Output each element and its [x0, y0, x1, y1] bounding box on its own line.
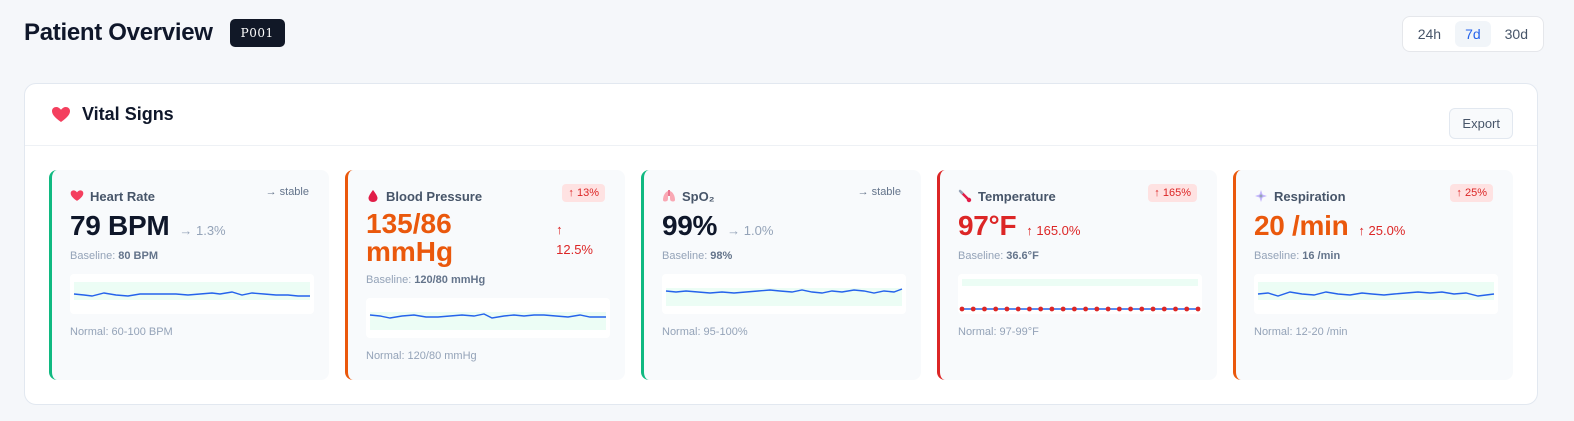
normal-range-text: Normal: 60-100 BPM — [70, 326, 173, 338]
page-title: Patient Overview — [24, 19, 213, 46]
trend-badge: → stable — [857, 186, 901, 198]
trend-badge: ↑ 13% — [562, 184, 605, 202]
sparkline-point — [1116, 306, 1122, 312]
sparkline-chart — [366, 298, 610, 338]
vital-change: → 1.0% — [727, 223, 774, 238]
sparkline-point — [959, 306, 965, 312]
sparkline-chart — [958, 274, 1202, 314]
baseline-value: 120/80 mmHg — [414, 274, 486, 286]
range-7d-button[interactable]: 7d — [1455, 21, 1491, 47]
sparkline-line — [665, 288, 903, 294]
vital-change: ↑ 25.0% — [1358, 223, 1406, 238]
sparkline-point — [970, 306, 976, 312]
wind-icon — [1254, 189, 1268, 203]
vital-label: Temperature — [978, 188, 1056, 204]
baseline-text: Baseline: 120/80 mmHg — [366, 274, 486, 286]
sparkline-point — [982, 306, 987, 312]
sparkline-point — [993, 306, 999, 312]
normal-range-text: Normal: 120/80 mmHg — [366, 350, 477, 362]
normal-range-band — [962, 279, 1198, 286]
vital-card-temperature[interactable]: Temperature ↑ 165% 97°F ↑ 165.0% Baselin… — [937, 170, 1217, 380]
vital-label: Blood Pressure — [386, 188, 483, 204]
sparkline-point — [1173, 306, 1178, 312]
vital-change: ↑ 12.5% — [556, 222, 593, 257]
baseline-text: Baseline: 80 BPM — [70, 250, 159, 262]
normal-range-text: Normal: 97-99°F — [958, 326, 1039, 338]
vitals-card-list: Heart Rate → stable 79 BPM → 1.3% Baseli… — [49, 170, 1513, 380]
vital-card-blood-pressure[interactable]: Blood Pressure ↑ 13% 135/86 mmHg ↑ 12.5%… — [345, 170, 625, 380]
thermometer-icon — [958, 189, 972, 203]
vital-card-heart-rate[interactable]: Heart Rate → stable 79 BPM → 1.3% Baseli… — [49, 170, 329, 380]
sparkline-line — [1257, 291, 1495, 297]
heart-icon — [70, 189, 84, 203]
baseline-text: Baseline: 36.6°F — [958, 250, 1039, 262]
vital-label: Heart Rate — [90, 188, 156, 204]
range-30d-button[interactable]: 30d — [1495, 21, 1538, 47]
sparkline-point — [1083, 306, 1089, 312]
panel-header: Vital Signs Export — [25, 84, 1537, 146]
baseline-text: Baseline: 98% — [662, 250, 733, 262]
blood-drop-icon — [366, 189, 380, 203]
vital-label: Respiration — [1274, 188, 1346, 204]
sparkline-chart — [1254, 274, 1498, 314]
vital-card-spo2[interactable]: SpO₂ → stable 99% → 1.0% Baseline: 98% No… — [641, 170, 921, 380]
vital-label: SpO₂ — [682, 188, 715, 204]
vital-value: 99% — [662, 210, 718, 241]
sparkline-point — [1161, 306, 1167, 312]
sparkline-chart — [70, 274, 314, 314]
vital-value: 135/86 mmHg — [366, 208, 454, 267]
sparkline-point — [1139, 306, 1145, 312]
trend-badge: ↑ 165% — [1148, 184, 1197, 202]
export-button[interactable]: Export — [1449, 108, 1513, 139]
sparkline-point — [1015, 306, 1021, 312]
heart-icon — [51, 105, 71, 125]
time-range-selector: 24h 7d 30d — [1401, 16, 1544, 52]
baseline-value: 36.6°F — [1006, 250, 1039, 262]
trend-badge: → stable — [265, 186, 309, 198]
normal-range-band — [1258, 282, 1494, 300]
vital-value: 20 /min — [1254, 210, 1349, 241]
patient-id-badge: P001 — [229, 19, 285, 47]
sparkline-point — [1195, 306, 1201, 312]
normal-range-band — [370, 312, 606, 330]
baseline-value: 16 /min — [1302, 250, 1341, 262]
vital-value: 79 BPM — [70, 210, 170, 241]
sparkline-point — [1049, 306, 1055, 312]
normal-range-text: Normal: 95-100% — [662, 326, 748, 338]
sparkline-point — [1105, 306, 1111, 312]
sparkline-point — [1184, 306, 1190, 312]
sparkline-line — [73, 291, 310, 297]
normal-range-band — [74, 282, 310, 300]
sparkline-point — [1060, 306, 1066, 312]
vital-card-respiration[interactable]: Respiration ↑ 25% 20 /min ↑ 25.0% Baseli… — [1233, 170, 1513, 380]
baseline-value: 80 BPM — [118, 250, 159, 262]
sparkline-line — [369, 313, 606, 319]
vital-value: 97°F — [958, 210, 1017, 241]
vital-signs-panel: Vital Signs Export Heart Rate → stable 7… — [24, 83, 1538, 405]
vital-change: ↑ 165.0% — [1026, 223, 1081, 238]
sparkline-point — [1004, 306, 1010, 312]
normal-range-text: Normal: 12-20 /min — [1254, 326, 1348, 338]
sparkline-point — [1128, 306, 1133, 312]
sparkline-point — [1094, 306, 1100, 312]
panel-title: Vital Signs — [82, 104, 174, 124]
sparkline-point — [1038, 306, 1044, 312]
sparkline-chart — [662, 274, 906, 314]
page-header: Patient Overview P001 24h 7d 30d — [24, 16, 1544, 52]
vital-change: → 1.3% — [179, 223, 226, 238]
sparkline-point — [1150, 306, 1156, 312]
sparkline-point — [1027, 306, 1032, 312]
baseline-value: 98% — [710, 250, 733, 262]
lungs-icon — [662, 189, 676, 203]
baseline-text: Baseline: 16 /min — [1254, 250, 1341, 262]
range-24h-button[interactable]: 24h — [1408, 21, 1451, 47]
sparkline-point — [1071, 306, 1077, 312]
trend-badge: ↑ 25% — [1450, 184, 1493, 202]
